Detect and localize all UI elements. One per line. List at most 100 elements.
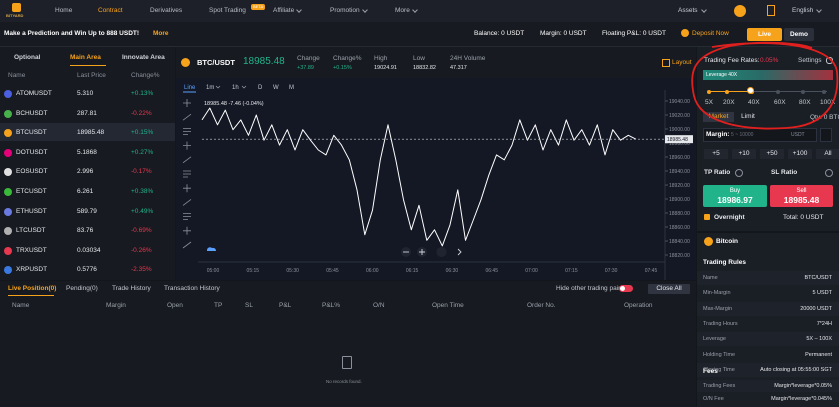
drawing-tool[interactable] <box>183 128 191 135</box>
settings-link[interactable]: Settings <box>798 57 822 64</box>
rule-value: 20000 USDT <box>800 305 832 312</box>
nav-item[interactable]: Promotion <box>330 7 360 14</box>
drawing-tool[interactable] <box>183 213 191 220</box>
nav-item[interactable]: More <box>395 7 410 14</box>
rule-row <box>697 362 839 377</box>
assets-menu[interactable]: Assets <box>678 7 698 14</box>
quick-amount[interactable]: +50 <box>760 149 784 159</box>
pair-name[interactable]: TRXUSDT <box>16 246 47 254</box>
mode-button[interactable]: Limit <box>741 113 755 120</box>
interval-option[interactable]: 1m <box>206 85 214 91</box>
buy-button[interactable] <box>703 185 767 207</box>
close-all-button[interactable]: Close All <box>648 284 690 294</box>
mode-button[interactable]: Market <box>703 112 734 122</box>
pair-name[interactable]: ETHUSDT <box>16 207 47 215</box>
nav-item[interactable]: Contract <box>98 7 123 14</box>
drawing-tool[interactable] <box>182 199 192 206</box>
last-price: 287.81 <box>77 109 97 117</box>
leverage-mark[interactable]: 5X <box>705 99 713 106</box>
language-menu[interactable]: English <box>792 7 814 14</box>
interval-option[interactable]: Line <box>184 85 196 91</box>
column-header: Margin <box>106 302 126 309</box>
drawing-tool[interactable] <box>183 226 191 235</box>
interval-option[interactable]: W <box>273 85 279 91</box>
hide-pairs-label: Hide other trading pairs <box>556 285 624 292</box>
positions-tab[interactable]: Transaction History <box>164 285 220 292</box>
interval-option[interactable]: 1h <box>232 85 239 91</box>
leverage-bar[interactable]: Leverage 40X <box>703 70 833 80</box>
x-tick-label: 05:15 <box>247 268 260 274</box>
sl-icon[interactable] <box>825 169 833 177</box>
drawing-tool[interactable] <box>182 113 192 121</box>
positions-tab[interactable]: Trade History <box>112 285 151 292</box>
buy-price: 18986.97 <box>717 195 753 205</box>
x-tick-label: 06:30 <box>446 268 459 274</box>
positions-tab[interactable]: Pending(0) <box>66 285 98 292</box>
pair-name[interactable]: BTCUSDT <box>16 129 47 137</box>
market-tab[interactable]: Optional <box>14 54 41 61</box>
nav-item[interactable]: Home <box>55 7 73 14</box>
zoom-button[interactable] <box>436 247 447 257</box>
market-tab[interactable]: Innovate Area <box>122 54 165 61</box>
pair-name[interactable]: DOTUSDT <box>16 148 48 156</box>
leverage-mark[interactable]: 20X <box>723 99 735 106</box>
margin-minus[interactable] <box>820 128 832 142</box>
btc-icon <box>181 58 190 67</box>
settings-icon[interactable] <box>826 57 833 64</box>
leverage-mark[interactable]: 80X <box>799 99 811 106</box>
pair-name[interactable]: EOSUSDT <box>16 168 48 176</box>
tp-icon[interactable] <box>735 169 743 177</box>
x-tick-label: 05:30 <box>286 268 299 274</box>
rule-row <box>697 301 839 316</box>
quick-amount[interactable]: All <box>816 149 839 159</box>
positions-tab[interactable]: Live Position(0) <box>8 285 57 292</box>
beta-badge: BETA <box>251 4 266 10</box>
toggle[interactable] <box>619 285 633 292</box>
stat-value: 19024.91 <box>374 65 397 71</box>
top-nav <box>0 0 839 22</box>
deposit-link[interactable]: Deposit Now <box>692 30 729 37</box>
sell-button[interactable] <box>770 185 833 207</box>
pair-name[interactable]: XRPUSDT <box>16 266 48 274</box>
market-tab[interactable]: Main Area <box>70 54 101 61</box>
pair-name[interactable]: LTCUSDT <box>16 227 46 235</box>
dropdown-caret <box>215 85 221 89</box>
drawing-tool[interactable] <box>183 170 191 178</box>
drawing-tool[interactable] <box>182 156 192 164</box>
leverage-mark[interactable]: 60X <box>774 99 786 106</box>
drawing-tool[interactable] <box>183 184 191 193</box>
x-tick-label: 06:15 <box>406 268 419 274</box>
coin-icon <box>4 148 12 157</box>
slider-dot <box>775 89 780 94</box>
pair-name[interactable]: ETCUSDT <box>16 188 47 195</box>
quick-amount[interactable]: +5 <box>704 149 728 159</box>
last-price: 83.76 <box>77 227 94 235</box>
avatar[interactable] <box>734 5 746 17</box>
demo-button[interactable]: Demo <box>784 28 814 41</box>
pair-name[interactable]: ATOMUSDT <box>16 90 52 97</box>
quick-amount[interactable]: +100 <box>788 149 812 159</box>
margin-placeholder: 5 ~ 10000 <box>731 132 754 138</box>
interval-option[interactable]: D <box>258 85 263 91</box>
interval-option[interactable]: M <box>289 85 294 91</box>
promo-more[interactable]: More <box>153 30 169 37</box>
nav-item[interactable]: Spot Trading <box>209 7 246 14</box>
doc-icon[interactable] <box>767 5 775 16</box>
y-tick-label: 19000.00 <box>669 127 690 133</box>
slider-dot <box>724 89 729 94</box>
slider-knob[interactable] <box>747 87 754 94</box>
overnight-checkbox[interactable] <box>704 214 710 220</box>
layout-button[interactable]: Layout <box>672 59 692 66</box>
change-pct: -0.69% <box>131 227 152 235</box>
leverage-mark[interactable]: 100X <box>820 99 836 106</box>
nav-item[interactable]: Derivatives <box>150 7 183 14</box>
pair-name[interactable]: BCHUSDT <box>16 109 48 117</box>
leverage-mark[interactable]: 40X <box>748 99 760 106</box>
sell-label: Sell <box>796 188 807 194</box>
drawing-tool[interactable] <box>183 141 191 150</box>
live-button[interactable]: Live <box>747 28 782 41</box>
quick-amount[interactable]: +10 <box>732 149 756 159</box>
drawing-tool[interactable] <box>182 241 192 249</box>
nav-item[interactable]: Affiliate <box>273 7 295 14</box>
drawing-tool[interactable] <box>183 99 191 107</box>
